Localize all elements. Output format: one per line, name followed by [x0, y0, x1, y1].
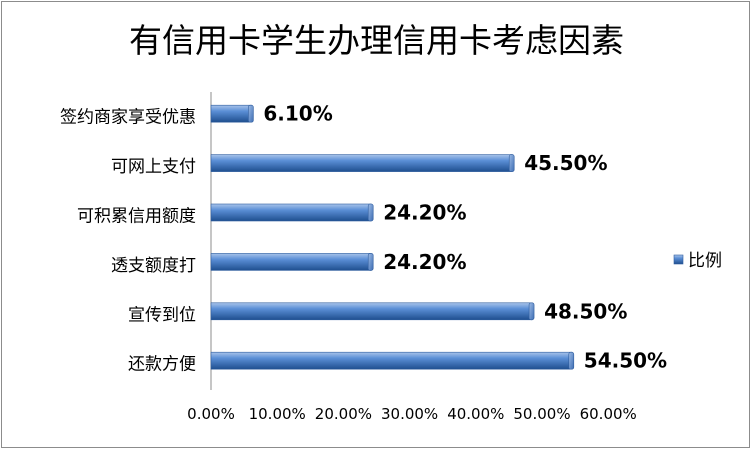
data-label: 24.20%: [383, 201, 466, 225]
bar: [210, 104, 254, 123]
x-tick-label: 20.00%: [315, 405, 372, 423]
data-label: 48.50%: [544, 299, 627, 323]
legend-label: 比例: [688, 251, 722, 271]
x-tick-label: 40.00%: [447, 405, 504, 423]
x-tick-label: 10.00%: [249, 405, 306, 423]
legend: 比例: [673, 251, 722, 271]
data-label: 45.50%: [524, 151, 607, 175]
x-tick-label: 30.00%: [381, 405, 438, 423]
bar: [210, 203, 374, 222]
chart-title: 有信用卡学生办理信用卡考虑因素: [129, 21, 624, 60]
data-label: 54.50%: [584, 349, 667, 373]
data-label: 24.20%: [383, 250, 466, 274]
x-tick-label: 0.00%: [187, 405, 235, 423]
x-tick-label: 50.00%: [513, 405, 570, 423]
bar: [210, 253, 374, 271]
category-label: 签约商家享受优惠: [60, 108, 196, 128]
category-label: 宣传到位: [128, 305, 196, 325]
category-label: 还款方便: [128, 355, 196, 375]
legend-swatch: [673, 254, 684, 265]
bar: [210, 351, 575, 370]
category-label: 透支额度打: [111, 256, 196, 276]
bar: [210, 154, 515, 172]
category-label: 可积累信用额度: [77, 207, 196, 227]
category-label: 可网上支付: [111, 157, 196, 177]
x-tick-label: 60.00%: [580, 405, 637, 423]
data-label: 6.10%: [263, 102, 332, 126]
bar: [210, 302, 535, 321]
